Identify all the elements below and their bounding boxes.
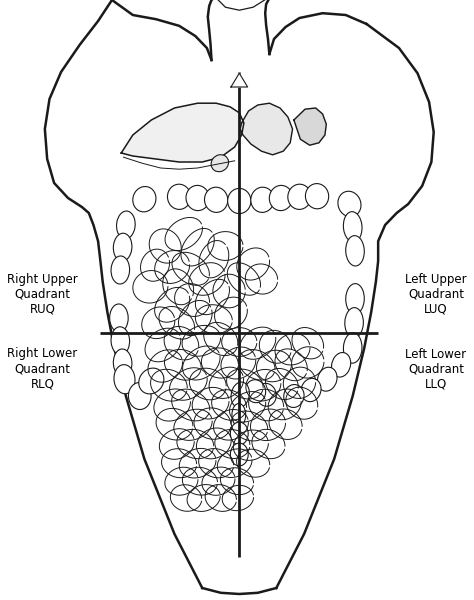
Ellipse shape <box>117 211 135 239</box>
Ellipse shape <box>344 333 362 363</box>
Ellipse shape <box>204 187 228 212</box>
Ellipse shape <box>228 188 251 214</box>
Ellipse shape <box>332 353 351 377</box>
Ellipse shape <box>139 368 164 394</box>
Ellipse shape <box>231 382 249 407</box>
Polygon shape <box>240 103 292 155</box>
Polygon shape <box>294 108 326 145</box>
Ellipse shape <box>338 191 361 217</box>
Ellipse shape <box>167 184 191 209</box>
Ellipse shape <box>345 308 364 338</box>
Ellipse shape <box>284 385 304 407</box>
Ellipse shape <box>211 155 228 172</box>
Ellipse shape <box>113 349 132 377</box>
Ellipse shape <box>113 233 132 261</box>
Ellipse shape <box>318 367 337 391</box>
Polygon shape <box>121 103 244 162</box>
Ellipse shape <box>269 185 292 211</box>
Ellipse shape <box>288 184 311 209</box>
Ellipse shape <box>232 403 246 426</box>
Ellipse shape <box>256 383 276 406</box>
Ellipse shape <box>133 187 156 212</box>
Ellipse shape <box>301 379 321 401</box>
Ellipse shape <box>230 443 248 466</box>
Ellipse shape <box>246 380 265 403</box>
Ellipse shape <box>114 365 135 394</box>
Ellipse shape <box>305 184 328 209</box>
Ellipse shape <box>346 236 365 266</box>
Ellipse shape <box>251 187 274 212</box>
Ellipse shape <box>343 212 362 242</box>
Ellipse shape <box>128 382 151 410</box>
Text: Left Upper
Quadrant
LUQ: Left Upper Quadrant LUQ <box>405 272 467 316</box>
Ellipse shape <box>346 284 365 314</box>
Text: Right Lower
Quadrant
RLQ: Right Lower Quadrant RLQ <box>8 347 78 391</box>
Polygon shape <box>231 73 247 87</box>
Ellipse shape <box>109 304 128 332</box>
Ellipse shape <box>111 256 129 284</box>
Text: Left Lower
Quadrant
LLQ: Left Lower Quadrant LLQ <box>405 347 466 391</box>
Ellipse shape <box>230 422 248 445</box>
Ellipse shape <box>186 185 209 211</box>
Text: Right Upper
Quadrant
RUQ: Right Upper Quadrant RUQ <box>7 272 78 316</box>
Ellipse shape <box>111 327 129 355</box>
